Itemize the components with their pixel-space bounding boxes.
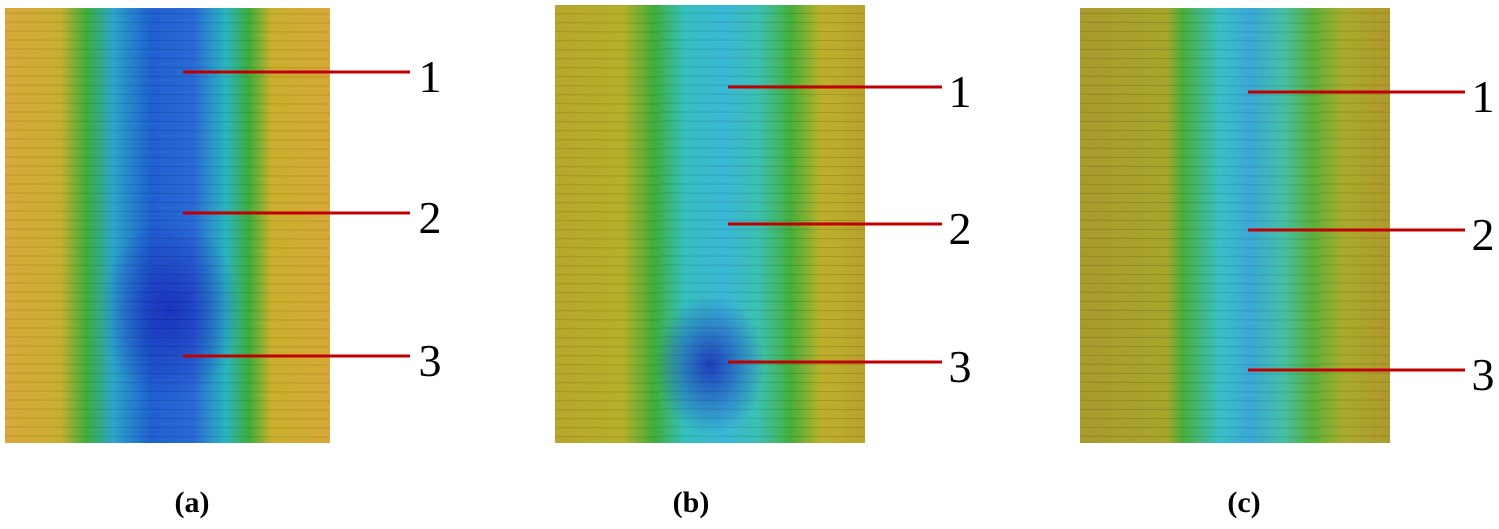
marker-label: 2 [1472,209,1495,260]
panel-b: 1 2 3 (b) [555,5,972,519]
marker-label: 2 [419,192,442,243]
panel-caption: (c) [1227,486,1260,519]
panel-caption: (b) [673,486,710,519]
panel-c: 1 2 3 (c) [1080,8,1495,519]
surface-image [1080,8,1390,443]
surface-image [5,8,330,443]
panel-caption: (a) [175,486,210,519]
marker-label: 1 [1472,71,1495,122]
marker-label: 1 [949,66,972,117]
marker-label: 3 [949,341,972,392]
marker-label: 3 [419,335,442,386]
marker-label: 2 [949,203,972,254]
panel-a: 1 2 3 (a) [5,8,442,519]
marker-label: 1 [419,51,442,102]
marker-label: 3 [1472,349,1495,400]
